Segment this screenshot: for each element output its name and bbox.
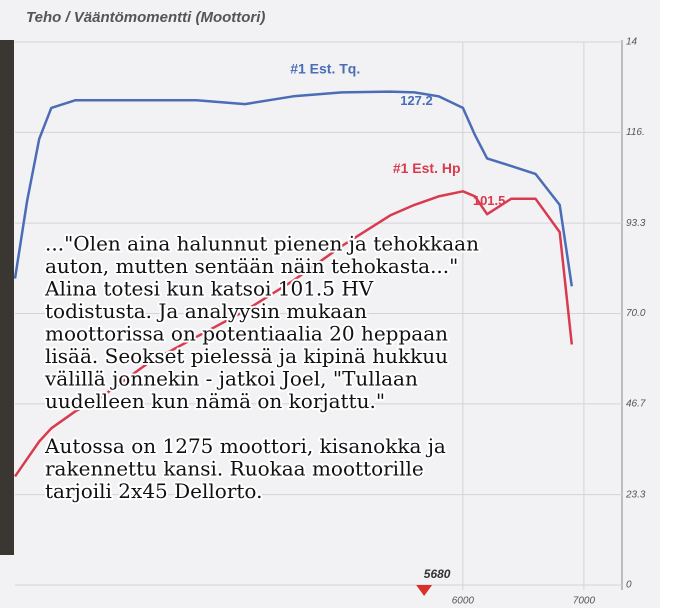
caption-line: Autossa on 1275 moottori, kisanokka ja bbox=[44, 434, 446, 458]
caption-line: tarjoili 2x45 Dellorto. bbox=[45, 479, 262, 503]
x-tick-label: 6000 bbox=[452, 596, 475, 607]
dyno-screenshot: Teho / Vääntömomentti (Moottori) 0 23.3 46… bbox=[0, 0, 674, 608]
y-tick-label: 0 bbox=[626, 580, 632, 591]
y-tick-label: 46.7 bbox=[626, 399, 646, 410]
chart-title: Teho / Vääntömomentti (Moottori) bbox=[26, 9, 265, 26]
photo-edge bbox=[0, 40, 14, 555]
peak-label: 101.5 bbox=[473, 193, 506, 208]
y-tick-label: 116. bbox=[626, 127, 645, 138]
rpm-marker-label: 5680 bbox=[424, 567, 451, 581]
series-label: #1 Est. Tq. bbox=[290, 60, 360, 76]
caption-line: rakennettu kansi. Ruokaa moottorille bbox=[45, 457, 424, 481]
caption-line: todistusta. Ja analyysin mukaan bbox=[45, 299, 367, 323]
series-label: #1 Est. Hp bbox=[393, 160, 461, 176]
y-tick-label: 70.0 bbox=[626, 308, 646, 319]
y-tick-label: 14 bbox=[626, 37, 638, 48]
caption-line: Alina totesi kun katsoi 101.5 HV bbox=[44, 277, 374, 301]
peak-label: 127.2 bbox=[400, 93, 433, 108]
caption-line: auton, mutten sentään näin tehokasta..." bbox=[45, 254, 458, 278]
caption-line: välillä jonnekin - jatkoi Joel, "Tullaan bbox=[44, 367, 418, 391]
caption-line: moottorissa on potentiaalia 20 heppaan bbox=[45, 322, 448, 346]
y-tick-label: 23.3 bbox=[625, 489, 646, 500]
y-tick-label: 93.3 bbox=[626, 218, 646, 229]
caption-line: uudelleen kun nämä on korjattu." bbox=[45, 389, 385, 413]
caption-line: lisää. Seokset pielessä ja kipinä hukkuu bbox=[45, 344, 448, 368]
caption-line: ..."Olen aina halunnut pienen ja tehokka… bbox=[45, 232, 479, 256]
x-tick-label: 7000 bbox=[573, 596, 596, 607]
